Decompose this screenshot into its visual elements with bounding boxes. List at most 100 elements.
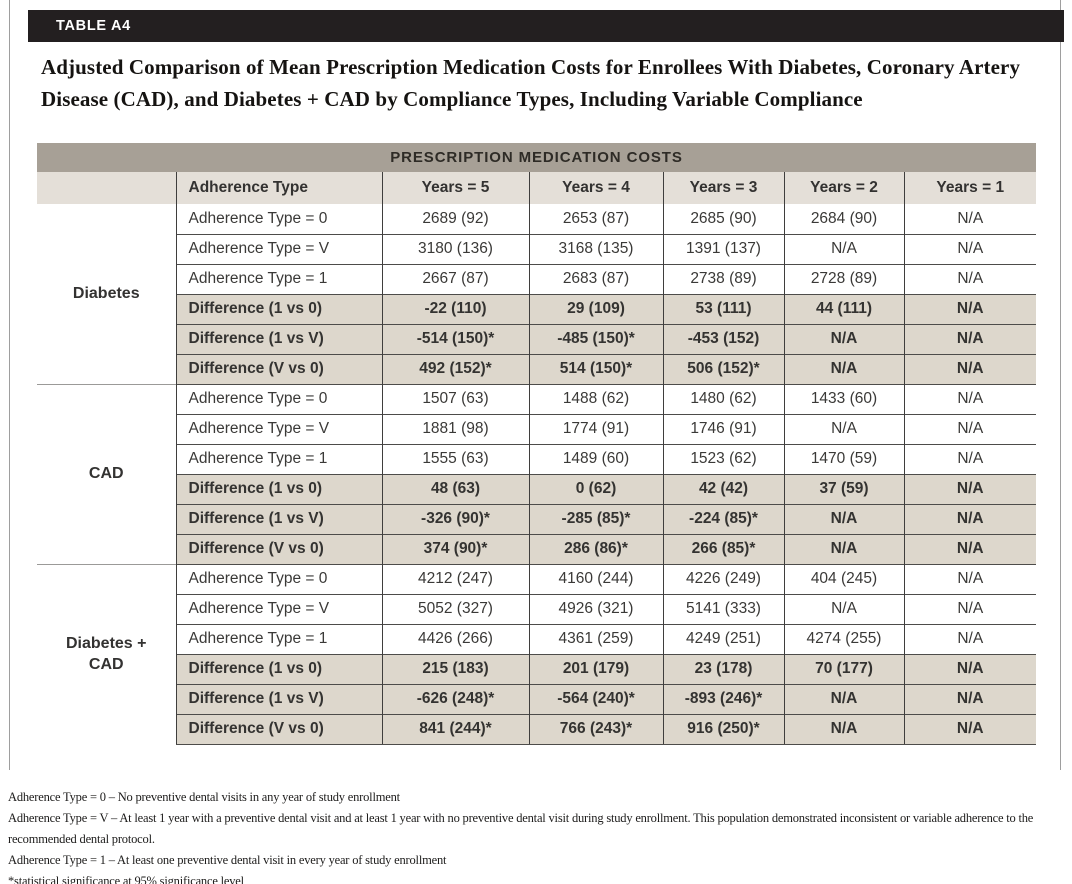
cell-value: 1746 (91)	[662, 413, 784, 444]
cell-value: N/A	[783, 353, 904, 384]
cell-value: N/A	[903, 653, 1037, 684]
cell-value: N/A	[903, 563, 1037, 594]
cell-value: 53 (111)	[662, 293, 784, 324]
cell-value: N/A	[903, 263, 1037, 294]
cell-value: N/A	[783, 713, 904, 745]
cell-value: -485 (150)*	[528, 323, 663, 354]
column-header-years-1: Years = 1	[903, 172, 1037, 204]
table-row: Adherence Type = V 3180 (136) 3168 (135) 13…	[37, 233, 1037, 264]
column-header-years-5: Years = 5	[381, 172, 529, 204]
cell-value: 1433 (60)	[783, 383, 904, 414]
group-label: Diabetes	[37, 204, 176, 384]
cell-value: 29 (109)	[528, 293, 663, 324]
row-label: Difference (V vs 0)	[175, 353, 382, 384]
cell-value: 766 (243)*	[528, 713, 663, 745]
table-title: Adjusted Comparison of Mean Prescription…	[41, 55, 1021, 111]
table-row: Difference (1 vs 0) -22 (110) 29 (109) 53 (…	[37, 293, 1037, 324]
row-label: Difference (1 vs V)	[175, 503, 382, 534]
table-row: Adherence Type = 1 4426 (266) 4361 (259) 42…	[37, 623, 1037, 654]
footnote: *statistical significance at 95% signifi…	[8, 874, 244, 884]
cell-value: 48 (63)	[381, 473, 529, 504]
cell-value: 1555 (63)	[381, 443, 529, 474]
cell-value: 492 (152)*	[381, 353, 529, 384]
cell-value: 5052 (327)	[381, 593, 529, 624]
cell-value: -893 (246)*	[662, 683, 784, 714]
cell-value: N/A	[903, 683, 1037, 714]
cell-value: N/A	[903, 293, 1037, 324]
corner-cell	[37, 172, 176, 204]
cell-value: 44 (111)	[783, 293, 904, 324]
cell-value: -626 (248)*	[381, 683, 529, 714]
table-row: Adherence Type = 1 2667 (87) 2683 (87) 2738…	[37, 263, 1037, 294]
cell-value: 1881 (98)	[381, 413, 529, 444]
row-label: Adherence Type = V	[175, 233, 382, 264]
table-row: CAD Adherence Type = 0 1507 (63) 1488 (62) 1…	[37, 383, 1037, 564]
cell-value: N/A	[903, 383, 1037, 414]
cell-value: 2684 (90)	[783, 204, 904, 234]
cell-value: -326 (90)*	[381, 503, 529, 534]
cell-value: 3168 (135)	[528, 233, 663, 264]
cell-value: N/A	[903, 713, 1037, 745]
cell-value: 201 (179)	[528, 653, 663, 684]
group-label: CAD	[37, 383, 176, 564]
column-header-row: Adherence Type Years = 5 Years = 4 Years = …	[37, 172, 1037, 204]
cell-value: 1480 (62)	[662, 383, 784, 414]
cell-value: 215 (183)	[381, 653, 529, 684]
footnote: Adherence Type = V – At least 1 year wit…	[8, 811, 1034, 846]
cell-value: 23 (178)	[662, 653, 784, 684]
cell-value: 37 (59)	[783, 473, 904, 504]
cell-value: 2728 (89)	[783, 263, 904, 294]
cell-value: 4226 (249)	[662, 563, 784, 594]
cell-value: 42 (42)	[662, 473, 784, 504]
group-label: Diabetes + CAD	[37, 563, 176, 744]
table-row: Adherence Type = V 1881 (98) 1774 (91) 1746…	[37, 413, 1037, 444]
cell-value: N/A	[783, 533, 904, 564]
band-row: PRESCRIPTION MEDICATION COSTS	[37, 143, 1037, 172]
table-row: Difference (1 vs V) -626 (248)* -564 (240)…	[37, 683, 1037, 714]
cell-value: 1489 (60)	[528, 443, 663, 474]
row-label: Difference (1 vs 0)	[175, 293, 382, 324]
cell-value: N/A	[903, 204, 1037, 234]
cell-value: N/A	[903, 323, 1037, 354]
cell-value: N/A	[783, 503, 904, 534]
column-header-years-2: Years = 2	[783, 172, 904, 204]
footnote: Adherence Type = 1 – At least one preven…	[8, 853, 447, 867]
cell-value: 1488 (62)	[528, 383, 663, 414]
table-card: TABLE A4 Adjusted Comparison of Mean Pre…	[9, 0, 1064, 770]
prescription-medication-costs-table: PRESCRIPTION MEDICATION COSTS Adherence …	[37, 143, 1037, 745]
cell-value: 374 (90)*	[381, 533, 529, 564]
cell-value: N/A	[783, 683, 904, 714]
cell-value: 2738 (89)	[662, 263, 784, 294]
row-label: Difference (V vs 0)	[175, 713, 382, 745]
cell-value: 1470 (59)	[783, 443, 904, 474]
row-label: Difference (1 vs V)	[175, 683, 382, 714]
cell-value: 1523 (62)	[662, 443, 784, 474]
cell-value: 3180 (136)	[381, 233, 529, 264]
cell-value: 2689 (92)	[381, 204, 529, 234]
row-label: Difference (1 vs 0)	[175, 653, 382, 684]
table-row: Difference (1 vs 0) 48 (63) 0 (62) 42 (42) 3…	[37, 473, 1037, 504]
cell-value: N/A	[903, 473, 1037, 504]
row-label: Adherence Type = V	[175, 413, 382, 444]
row-label: Difference (V vs 0)	[175, 533, 382, 564]
cell-value: -22 (110)	[381, 293, 529, 324]
cell-value: 2683 (87)	[528, 263, 663, 294]
table-label-bar: TABLE A4	[28, 10, 1064, 42]
cell-value: -564 (240)*	[528, 683, 663, 714]
table-row: Difference (V vs 0) 841 (244)* 766 (243)* 9…	[37, 713, 1037, 745]
cell-value: N/A	[903, 623, 1037, 654]
table-row: Difference (1 vs V) -514 (150)* -485 (150)…	[37, 323, 1037, 354]
cell-value: 4249 (251)	[662, 623, 784, 654]
cell-value: -224 (85)*	[662, 503, 784, 534]
column-header-years-3: Years = 3	[662, 172, 784, 204]
table-row: Diabetes + CAD Adherence Type = 0 4212 (24…	[37, 563, 1037, 744]
cell-value: 2667 (87)	[381, 263, 529, 294]
cell-value: 514 (150)*	[528, 353, 663, 384]
table-label: TABLE A4	[56, 18, 131, 34]
cell-value: 1391 (137)	[662, 233, 784, 264]
row-label: Adherence Type = 0	[175, 563, 382, 594]
row-label: Adherence Type = V	[175, 593, 382, 624]
table-row: Adherence Type = 1 1555 (63) 1489 (60) 1523…	[37, 443, 1037, 474]
cell-value: N/A	[903, 533, 1037, 564]
